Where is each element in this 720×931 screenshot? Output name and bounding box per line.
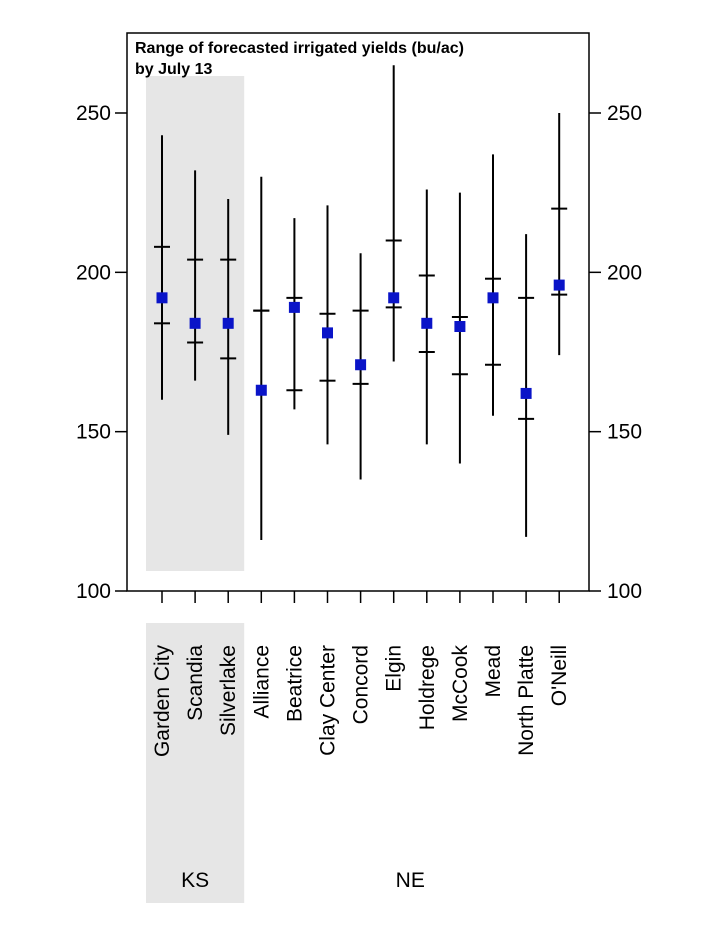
range-scandia [187, 170, 204, 381]
y-tick-label-left-200: 200 [76, 261, 111, 284]
range-north-platte [518, 234, 535, 537]
range-alliance [253, 176, 270, 541]
category-label: Elgin [383, 645, 406, 692]
category-label: Holdrege [416, 645, 439, 730]
category-label: Alliance [250, 645, 273, 719]
forecast-marker [487, 292, 499, 304]
state-label-ks: KS [181, 869, 209, 892]
range-beatrice [286, 218, 303, 410]
y-tick-label-left-150: 150 [76, 421, 111, 444]
forecast-marker [520, 387, 532, 399]
range-concord [352, 253, 369, 480]
forecast-marker [553, 279, 565, 291]
category-label: O'Neill [548, 645, 571, 706]
y-tick-label-right-100: 100 [607, 580, 642, 603]
state-shade-labels-ks [146, 623, 245, 903]
range-clay-center [319, 205, 336, 445]
y-tick-label-left-100: 100 [76, 580, 111, 603]
forecast-marker [222, 317, 234, 329]
plot-frame [126, 32, 590, 592]
category-label: Silverlake [217, 645, 240, 736]
category-label: Garden City [151, 645, 174, 758]
forecast-marker [288, 301, 300, 313]
category-label: North Platte [515, 645, 538, 756]
marks-layer [154, 65, 568, 541]
forecast-marker [189, 317, 201, 329]
chart-title-line-1: Range of forecasted irrigated yields (bu… [135, 40, 464, 57]
forecast-marker [421, 317, 433, 329]
category-label: Concord [350, 645, 373, 724]
range-elgin [385, 65, 402, 362]
chart-title-line-2: by July 13 [135, 61, 212, 78]
range-mead [485, 154, 501, 416]
range-o-neill [551, 113, 568, 356]
category-label: McCook [449, 645, 472, 723]
forecast-marker [388, 292, 400, 304]
forecast-marker [355, 359, 367, 371]
range-mccook [451, 192, 468, 464]
category-label: Beatrice [283, 645, 306, 722]
category-label: Clay Center [317, 645, 340, 756]
range-holdrege [418, 189, 435, 445]
state-label-ne: NE [396, 869, 425, 892]
forecast-marker [454, 321, 466, 333]
forecast-marker [156, 292, 168, 304]
category-label: Scandia [184, 645, 207, 721]
forecast-marker [322, 327, 333, 339]
chart-title: Range of forecasted irrigated yields (bu… [135, 40, 464, 78]
forecast-marker [255, 384, 267, 396]
y-tick-label-right-150: 150 [607, 421, 642, 444]
y-tick-label-left-250: 250 [76, 102, 111, 125]
y-tick-label-right-250: 250 [607, 102, 642, 125]
axes-layer: 100 100 150 150 200 200 250 250 [76, 102, 642, 603]
y-tick-label-right-200: 200 [607, 261, 642, 284]
category-label: Mead [482, 645, 505, 698]
range-silverlake [220, 199, 237, 435]
range-garden-city [154, 135, 170, 400]
category-labels: KS NE Garden City Scandia Silverlake Alliance… [151, 645, 571, 892]
